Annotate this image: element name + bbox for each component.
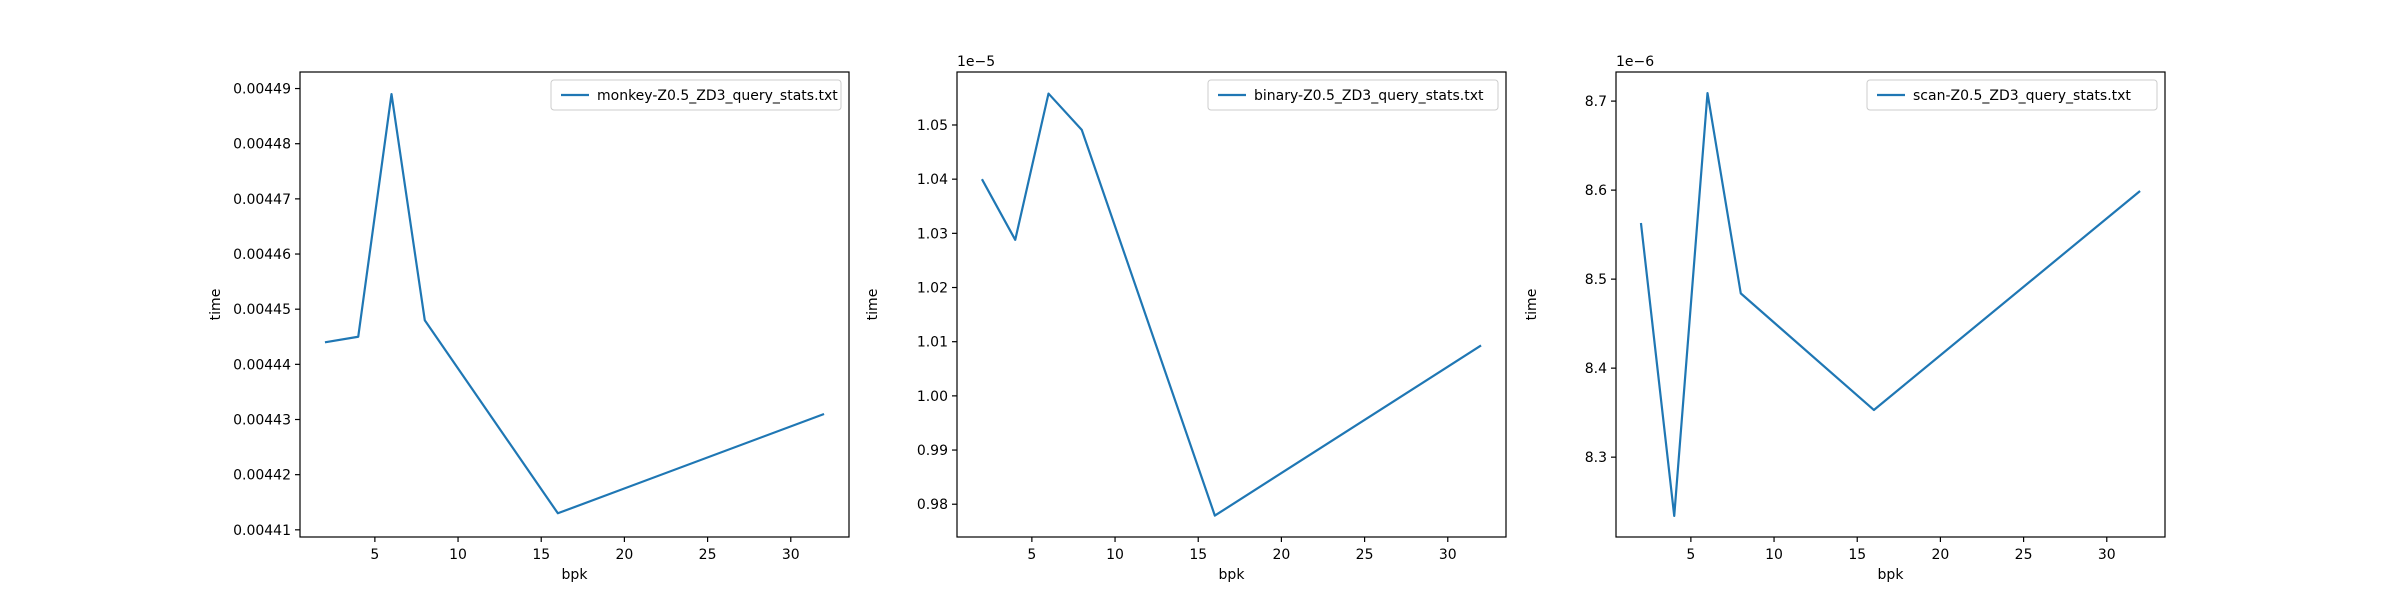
- legend-label: scan-Z0.5_ZD3_query_stats.txt: [1913, 88, 2131, 104]
- legend: binary-Z0.5_ZD3_query_stats.txt: [1207, 79, 1499, 111]
- y-tick-label: 0.00443: [233, 413, 291, 429]
- y-axis-offset-text: 1e−6: [1616, 54, 1654, 70]
- x-tick-label: 5: [1686, 547, 1695, 563]
- legend-frame: [1866, 79, 2158, 111]
- y-tick-label: 0.00447: [233, 192, 291, 208]
- y-tick-label: 1.00: [917, 389, 948, 405]
- y-tick-label: 8.3: [1585, 450, 1607, 466]
- x-tick-label: 20: [1931, 547, 1949, 563]
- x-tick-label: 10: [449, 547, 467, 563]
- y-axis-offset-text: 1e−5: [957, 54, 995, 70]
- x-tick-label: 20: [1272, 547, 1290, 563]
- y-tick-label: 0.98: [917, 497, 948, 513]
- legend: scan-Z0.5_ZD3_query_stats.txt: [1866, 79, 2158, 111]
- x-tick-label: 30: [2098, 547, 2116, 563]
- y-tick-label: 0.00441: [233, 523, 291, 539]
- x-tick-label: 20: [615, 547, 633, 563]
- legend-label: binary-Z0.5_ZD3_query_stats.txt: [1254, 88, 1484, 104]
- y-tick-label: 0.00445: [233, 302, 291, 318]
- x-axis-label: bpk: [562, 567, 589, 583]
- y-tick-label: 1.02: [917, 281, 948, 297]
- x-tick-label: 10: [1765, 547, 1783, 563]
- y-tick-label: 0.00449: [233, 82, 291, 98]
- x-tick-label: 25: [1356, 547, 1374, 563]
- legend: monkey-Z0.5_ZD3_query_stats.txt: [550, 79, 842, 111]
- y-tick-label: 0.00444: [233, 357, 291, 373]
- subplot-binary: 5 10 15 20 25 30 0.98 0.99 1.00 1.01 1.02 1.03 1.04 1…: [865, 54, 1507, 583]
- y-tick-label: 1.04: [917, 172, 948, 188]
- x-axis-label: bpk: [1219, 567, 1246, 583]
- y-tick-label: 8.7: [1585, 94, 1607, 110]
- series-line: [324, 92, 825, 515]
- subplot-monkey: 5 10 15 20 25 30 0.00441 0.00442 0.00443 0.00444 0…: [208, 71, 850, 583]
- subplot-scan: 5 10 15 20 25 30 8.3 8.4 8.5 8.6 8.7 bpk time 1e−6…: [1524, 54, 2166, 583]
- y-axis-label: time: [1524, 289, 1540, 321]
- y-tick-label: 1.03: [917, 226, 948, 242]
- axes-frame: [956, 71, 1507, 538]
- y-axis-label: time: [865, 289, 881, 321]
- legend-frame: [1207, 79, 1499, 111]
- legend-label: monkey-Z0.5_ZD3_query_stats.txt: [597, 88, 838, 104]
- y-tick-label: 8.4: [1585, 361, 1607, 377]
- x-tick-label: 5: [1027, 547, 1036, 563]
- series-line: [1639, 91, 2141, 518]
- y-tick-label: 1.01: [917, 335, 948, 351]
- legend-frame: [550, 79, 842, 111]
- x-tick-label: 15: [532, 547, 550, 563]
- y-tick-label: 1.05: [917, 118, 948, 134]
- y-tick-label: 0.00446: [233, 247, 291, 263]
- subplot-marks: 5 10 15 20 25 30 8.3 8.4 8.5 8.6 8.7: [1585, 71, 2166, 563]
- y-tick-label: 0.00442: [233, 468, 291, 484]
- x-tick-label: 30: [1439, 547, 1457, 563]
- axes-frame: [299, 71, 850, 538]
- axes-frame: [1615, 71, 2166, 538]
- x-tick-label: 30: [782, 547, 800, 563]
- subplot-marks: 5 10 15 20 25 30 0.00441 0.00442 0.00443 0.00444 0…: [233, 71, 850, 563]
- x-axis-label: bpk: [1878, 567, 1905, 583]
- y-tick-label: 8.5: [1585, 272, 1607, 288]
- x-tick-label: 15: [1189, 547, 1207, 563]
- y-tick-label: 8.6: [1585, 183, 1607, 199]
- series-line: [980, 92, 1482, 517]
- subplot-marks: 5 10 15 20 25 30 0.98 0.99 1.00 1.01 1.02 1.03 1.04 1…: [917, 71, 1507, 563]
- y-tick-label: 0.00448: [233, 137, 291, 153]
- x-tick-label: 25: [699, 547, 717, 563]
- x-tick-label: 15: [1848, 547, 1866, 563]
- x-tick-label: 10: [1106, 547, 1124, 563]
- y-axis-label: time: [208, 289, 224, 321]
- x-tick-label: 25: [2015, 547, 2033, 563]
- x-tick-label: 5: [370, 547, 379, 563]
- y-tick-label: 0.99: [917, 443, 948, 459]
